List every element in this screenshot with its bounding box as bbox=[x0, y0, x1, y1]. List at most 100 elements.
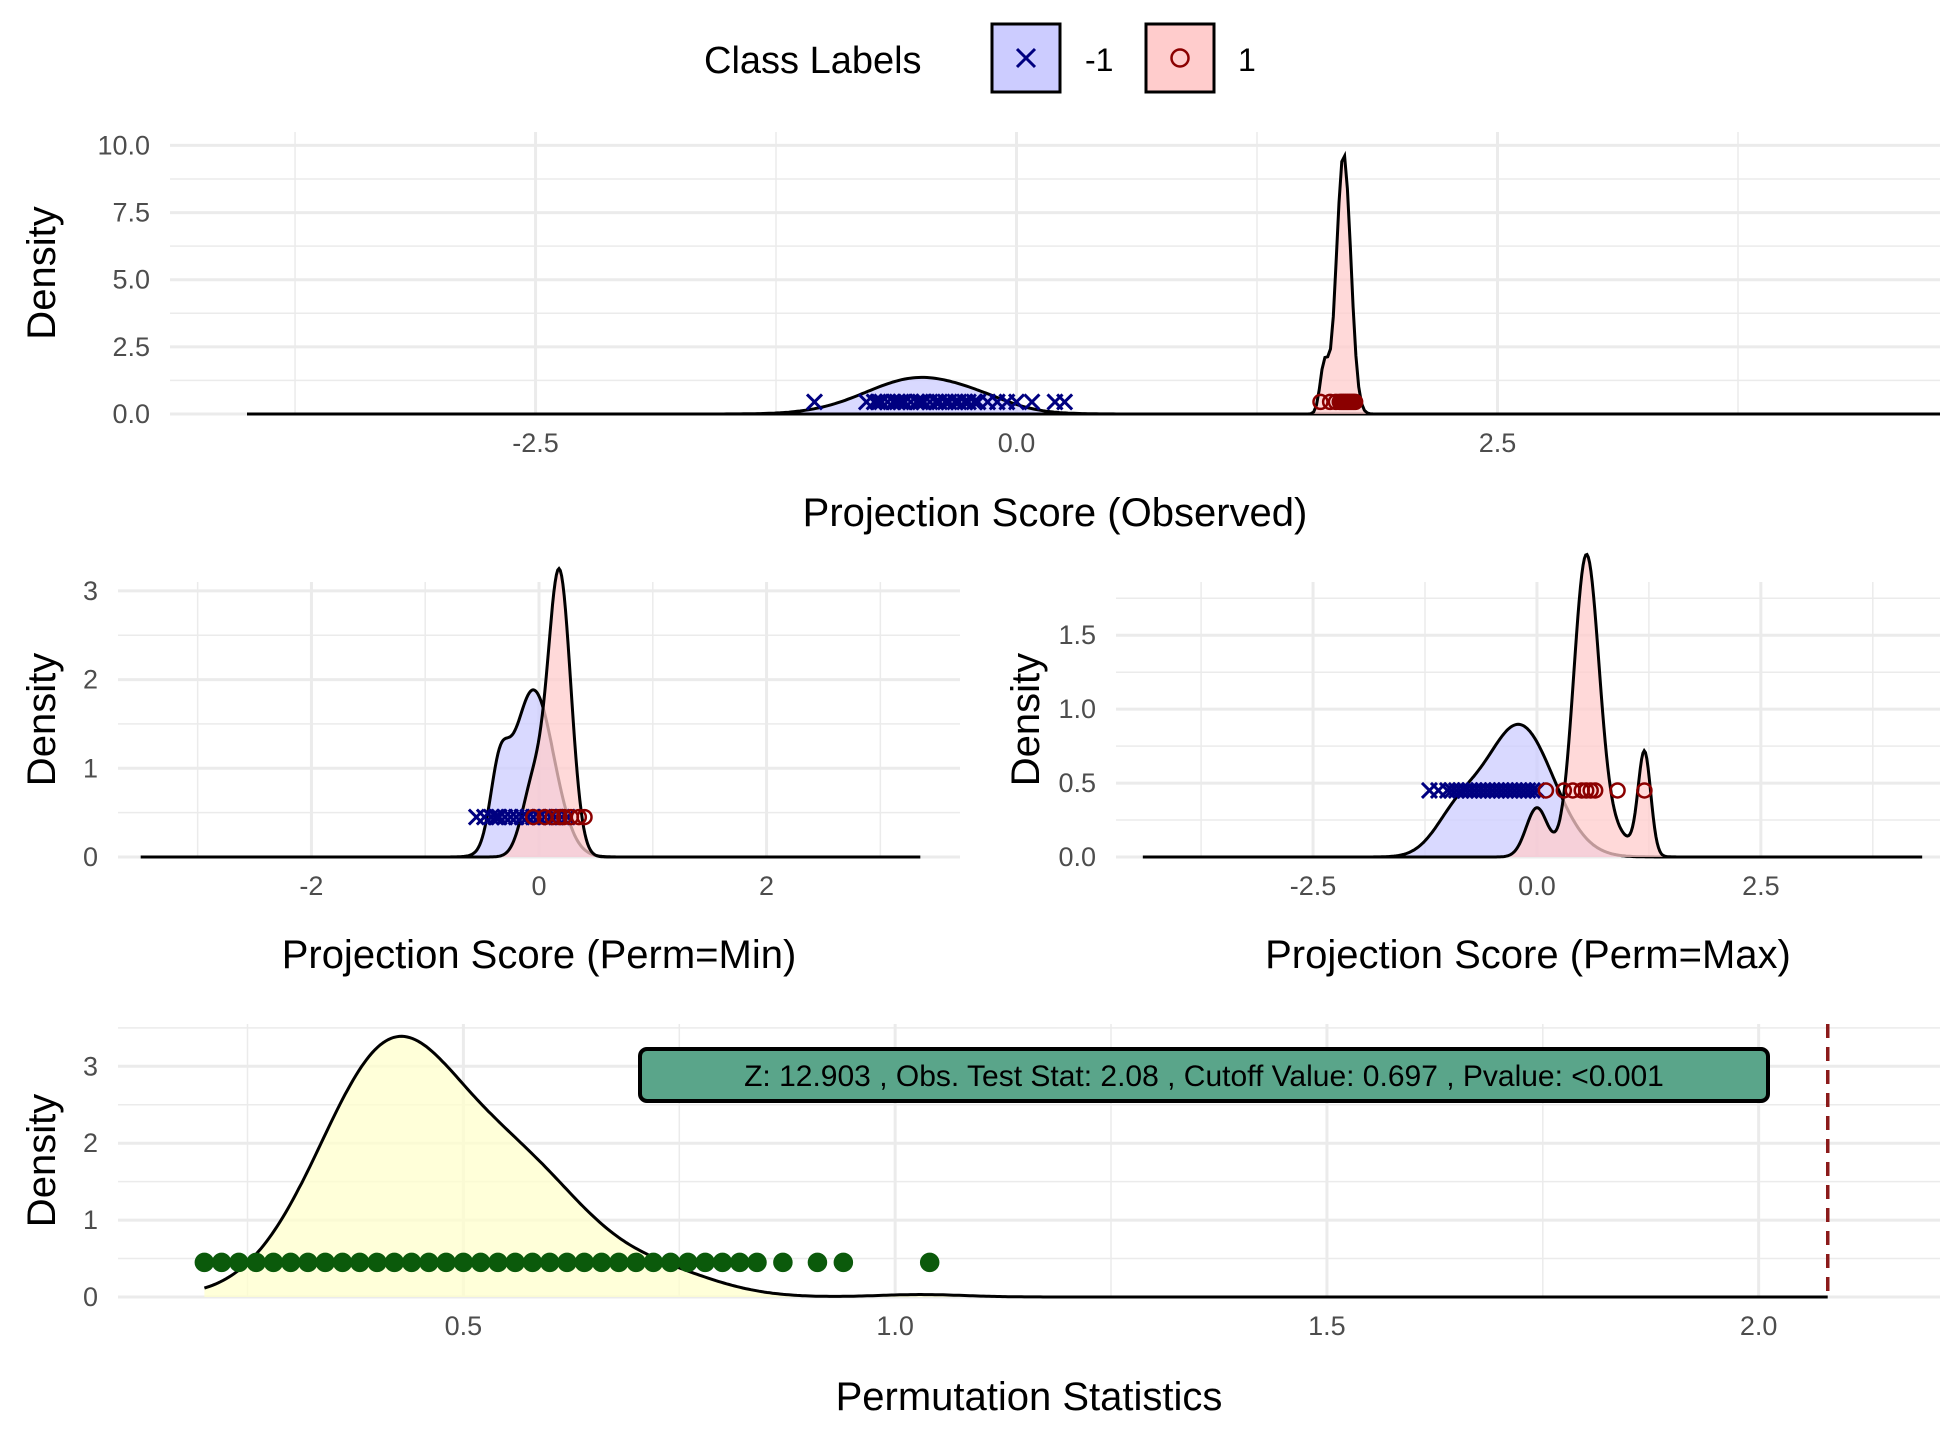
y-tick-label: 0.5 bbox=[1058, 768, 1096, 798]
density-line-pos bbox=[140, 566, 921, 859]
perm-point bbox=[211, 1252, 232, 1273]
points-pos bbox=[1537, 782, 1653, 799]
perm-point bbox=[540, 1252, 560, 1273]
points-pos bbox=[525, 808, 593, 826]
x-tick-label: 0.0 bbox=[1518, 871, 1556, 901]
neg-point bbox=[1023, 393, 1041, 411]
y-axis-title: Density bbox=[20, 1094, 64, 1227]
perm-point bbox=[522, 1252, 543, 1273]
density-area-pos bbox=[140, 568, 921, 857]
neg-point bbox=[865, 393, 883, 411]
legend-label-pos: 1 bbox=[1238, 42, 1256, 78]
x-tick-label: 0.0 bbox=[998, 428, 1036, 458]
legend-circle-icon bbox=[1170, 48, 1190, 68]
perm-point bbox=[436, 1252, 456, 1273]
legend-title: Class Labels bbox=[704, 40, 922, 82]
perm-point bbox=[229, 1252, 249, 1273]
x-tick-label: 2.0 bbox=[1740, 1311, 1778, 1341]
density-line-perm bbox=[203, 1034, 1828, 1299]
annotation-text: Z: 12.903 , Obs. Test Stat: 2.08 , Cutof… bbox=[744, 1060, 1664, 1093]
density-line-neg bbox=[247, 375, 1940, 416]
perm-point bbox=[367, 1252, 387, 1273]
pos-point bbox=[544, 808, 561, 826]
perm-point bbox=[263, 1252, 284, 1273]
x-tick-label: 0 bbox=[531, 871, 546, 901]
y-axis-title: Density bbox=[20, 653, 64, 786]
pos-point bbox=[551, 808, 568, 826]
y-tick-label: 2.5 bbox=[112, 332, 150, 362]
x-tick-label: 2 bbox=[759, 871, 774, 901]
neg-point bbox=[805, 393, 824, 411]
panel-perm-min: -2 0 2 0 1 2 3 Projection Score (Perm=Min) Densi… bbox=[20, 566, 960, 977]
x-axis-title: Permutation Statistics bbox=[836, 1375, 1223, 1419]
perm-point bbox=[695, 1252, 715, 1273]
perm-point bbox=[332, 1252, 353, 1273]
density-line-pos bbox=[247, 150, 1940, 416]
perm-point bbox=[712, 1252, 733, 1273]
perm-point bbox=[280, 1252, 301, 1273]
panel-permutation: Z: 12.903 , Obs. Test Stat: 2.08 , Cutof… bbox=[20, 1024, 1940, 1419]
density-line-pos bbox=[1142, 552, 1923, 859]
pos-point bbox=[1577, 782, 1595, 799]
pos-point bbox=[576, 808, 593, 826]
x-axis-title: Projection Score (Perm=Min) bbox=[282, 933, 797, 977]
annotation-bg bbox=[638, 1047, 1770, 1103]
y-tick-label: 0 bbox=[83, 1282, 98, 1312]
grid bbox=[170, 132, 1940, 416]
perm-point bbox=[747, 1252, 767, 1273]
pos-point bbox=[1312, 393, 1329, 411]
perm-point bbox=[626, 1252, 646, 1273]
y-tick-label: 1 bbox=[83, 1205, 98, 1235]
perm-point bbox=[401, 1252, 422, 1273]
perm-point bbox=[419, 1252, 439, 1273]
points-neg bbox=[1420, 781, 1546, 800]
x-tick-label: 0.5 bbox=[445, 1311, 483, 1341]
perm-point bbox=[557, 1252, 577, 1273]
perm-point bbox=[574, 1252, 595, 1273]
legend: Class Labels -1 1 bbox=[704, 22, 1256, 94]
legend-label-neg: -1 bbox=[1085, 42, 1113, 78]
pos-point bbox=[1582, 782, 1599, 799]
neg-point bbox=[1523, 781, 1542, 800]
x-axis-title: Projection Score (Observed) bbox=[803, 491, 1308, 535]
perm-point bbox=[773, 1252, 793, 1273]
y-tick-label: 7.5 bbox=[112, 198, 150, 228]
x-tick-label: -2.5 bbox=[1290, 871, 1337, 901]
perm-point bbox=[470, 1252, 491, 1273]
perm-point bbox=[591, 1252, 612, 1273]
density-area-neg bbox=[247, 377, 1940, 414]
legend-cross-mark bbox=[1015, 47, 1037, 69]
perm-point bbox=[505, 1252, 525, 1273]
y-tick-label: 3 bbox=[83, 1051, 98, 1081]
perm-point bbox=[246, 1252, 266, 1273]
legend-key-neg bbox=[990, 22, 1062, 94]
y-tick-label: 0.0 bbox=[1058, 842, 1096, 872]
pos-point bbox=[1636, 782, 1653, 799]
y-tick-label: 1.0 bbox=[1058, 694, 1096, 724]
neg-point bbox=[1056, 393, 1074, 411]
y-tick-label: 1 bbox=[83, 753, 98, 783]
pos-point bbox=[1555, 782, 1573, 799]
perm-point bbox=[678, 1252, 698, 1273]
pos-point bbox=[1537, 782, 1555, 799]
perm-point bbox=[453, 1252, 474, 1273]
panel-perm-max: -2.5 0.0 2.5 0.0 0.5 1.0 1.5 Projection Score (… bbox=[1004, 552, 1940, 977]
points-perm bbox=[194, 1252, 940, 1273]
perm-point bbox=[643, 1252, 664, 1273]
y-tick-label: 2 bbox=[83, 665, 98, 695]
perm-point bbox=[384, 1252, 405, 1273]
y-tick-label: 0.0 bbox=[112, 399, 150, 429]
pos-point bbox=[525, 808, 542, 826]
pos-point bbox=[570, 808, 588, 826]
legend-cross-icon bbox=[1015, 47, 1037, 69]
neg-point bbox=[907, 393, 926, 411]
pos-point bbox=[1609, 782, 1626, 799]
x-tick-label: 2.5 bbox=[1479, 428, 1517, 458]
perm-point bbox=[350, 1252, 370, 1273]
perm-point bbox=[488, 1252, 508, 1273]
y-axis-title: Density bbox=[20, 206, 64, 339]
x-tick-label: 1.5 bbox=[1308, 1311, 1346, 1341]
x-tick-label: -2 bbox=[299, 871, 323, 901]
y-tick-label: 10.0 bbox=[97, 130, 150, 160]
